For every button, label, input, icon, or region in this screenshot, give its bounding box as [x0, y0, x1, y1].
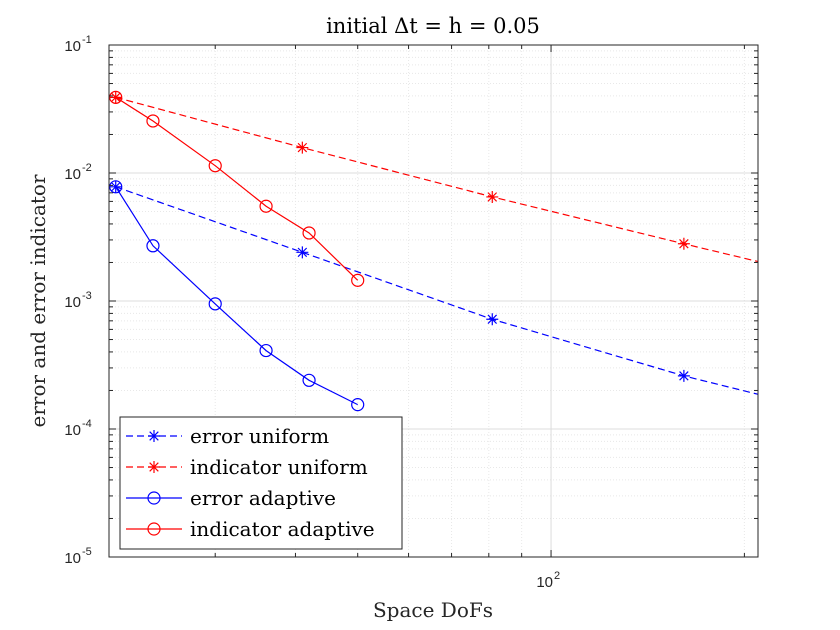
indicator-adaptive-point: [302, 226, 316, 240]
legend-label-indicator-adaptive: indicator adaptive: [190, 517, 375, 541]
indicator-uniform-point: [486, 190, 499, 203]
legend-marker-indicator-uniform: [148, 461, 160, 473]
y-axis-label: error and error indicator: [26, 174, 50, 427]
y-tick-label: 10: [64, 550, 81, 567]
indicator-uniform-point: [109, 91, 122, 104]
indicator-adaptive-point: [109, 90, 123, 104]
legend-marker-error-uniform: [148, 430, 160, 442]
error-uniform-point: [109, 180, 122, 193]
error-adaptive-point: [259, 343, 273, 358]
error-adaptive-point: [302, 373, 316, 387]
y-tick-label: 10: [64, 294, 81, 311]
error-uniform-point: [677, 369, 690, 382]
series-markers: [109, 90, 690, 412]
legend-marker-error-adaptive: [147, 491, 161, 505]
legend-marker-indicator-adaptive: [147, 522, 161, 536]
y-tick-label: 10: [64, 38, 81, 55]
chart-title: initial Δt = h = 0.05: [326, 14, 540, 38]
x-tick-exponent: 2: [554, 570, 560, 582]
indicator-uniform-point: [296, 141, 309, 154]
x-tick-label: 10: [536, 574, 553, 591]
error-adaptive-line: [115, 186, 358, 406]
indicator-adaptive-point: [208, 159, 222, 173]
axis-ticks: [109, 45, 758, 557]
y-tick-exponent: -3: [82, 290, 92, 302]
indicator-uniform-point: [677, 237, 690, 250]
indicator-adaptive-point: [259, 199, 273, 213]
y-tick-exponent: -4: [82, 418, 92, 430]
y-tick-label: 10: [64, 422, 81, 439]
indicator-adaptive-line: [115, 96, 359, 281]
indicator-adaptive-point: [146, 114, 160, 128]
error-adaptive-point: [109, 180, 123, 194]
error-uniform-point: [296, 246, 309, 259]
y-tick-exponent: -5: [82, 546, 92, 558]
legend-label-indicator-uniform: indicator uniform: [190, 455, 368, 479]
indicator-adaptive-point: [351, 273, 365, 287]
error-uniform-point: [486, 313, 499, 326]
error-adaptive-point: [146, 239, 160, 253]
legend-label-error-adaptive: error adaptive: [190, 486, 336, 510]
tick-labels: 10 -110 -210 -310 -410 -510 2: [64, 34, 560, 591]
legend-box: [119, 416, 403, 550]
error-adaptive-point: [351, 398, 365, 412]
y-tick-exponent: -2: [82, 162, 92, 174]
y-tick-exponent: -1: [82, 34, 92, 46]
error-adaptive-point: [208, 297, 222, 311]
x-axis-label: Space DoFs: [373, 598, 493, 622]
legend-label-error-uniform: error uniform: [190, 424, 329, 448]
series-layer: [109, 90, 758, 412]
y-tick-label: 10: [64, 166, 81, 183]
legend: error uniform indicator uniform error adap…: [119, 416, 403, 550]
